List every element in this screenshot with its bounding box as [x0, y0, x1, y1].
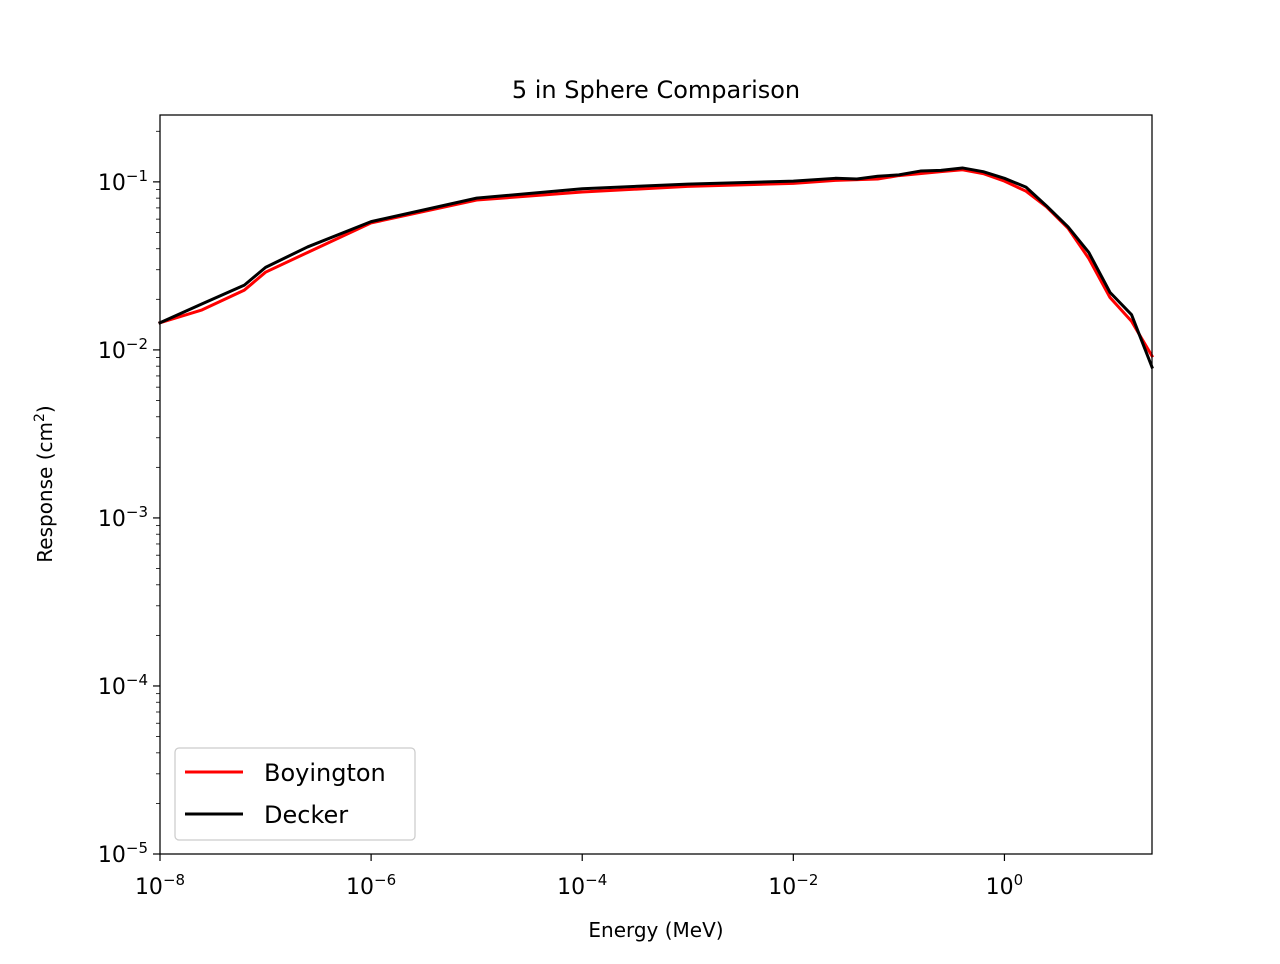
- x-tick-label: 10−6: [346, 871, 396, 900]
- x-tick-label-exponent: −2: [796, 871, 818, 889]
- x-tick-label-base: 10: [986, 875, 1014, 900]
- y-axis-label: Response (cm2): [32, 405, 57, 562]
- x-tick-label: 10−8: [135, 871, 185, 900]
- x-tick-label-exponent: 0: [1014, 871, 1024, 889]
- x-tick-label-exponent: −6: [374, 871, 396, 889]
- y-tick-label: 10−3: [98, 503, 148, 532]
- legend-label-boyington: Boyington: [264, 759, 386, 787]
- x-tick-label-exponent: −4: [585, 871, 607, 889]
- y-axis-label-main: Response (cm: [33, 422, 57, 563]
- y-tick-label: 10−4: [98, 671, 148, 700]
- x-tick-label: 10−2: [768, 871, 818, 900]
- y-tick-label-base: 10: [98, 171, 126, 196]
- x-axis-label: Energy (MeV): [588, 918, 723, 942]
- y-tick-label-exponent: −2: [126, 335, 148, 353]
- y-axis-label-superscript: 2: [32, 413, 48, 422]
- y-tick-label-exponent: −3: [126, 503, 148, 521]
- legend-label-decker: Decker: [264, 801, 348, 829]
- x-tick-label-base: 10: [557, 875, 585, 900]
- y-tick-label-base: 10: [98, 675, 126, 700]
- y-tick-label: 10−1: [98, 167, 148, 196]
- y-tick-label-base: 10: [98, 339, 126, 364]
- plot-frame: [159, 114, 1153, 855]
- x-tick-label-exponent: −8: [163, 871, 185, 889]
- x-tick-label-base: 10: [768, 875, 796, 900]
- y-tick-label-exponent: −5: [126, 839, 148, 857]
- legend: Boyington Decker: [174, 747, 416, 841]
- chart-title: 5 in Sphere Comparison: [512, 76, 800, 104]
- x-tick-label: 100: [986, 871, 1024, 900]
- series-line-decker: [158, 166, 1154, 370]
- x-tick-label-base: 10: [135, 875, 163, 900]
- y-tick-label-base: 10: [98, 843, 126, 868]
- x-tick-label-base: 10: [346, 875, 374, 900]
- y-tick-label-base: 10: [98, 507, 126, 532]
- y-axis-label-suffix: ): [33, 405, 57, 413]
- y-tick-label: 10−2: [98, 335, 148, 364]
- y-tick-label-exponent: −1: [126, 167, 148, 185]
- x-tick-label: 10−4: [557, 871, 607, 900]
- data-lines: [158, 166, 1155, 370]
- y-tick-label-exponent: −4: [126, 671, 148, 689]
- y-tick-label: 10−5: [98, 839, 148, 868]
